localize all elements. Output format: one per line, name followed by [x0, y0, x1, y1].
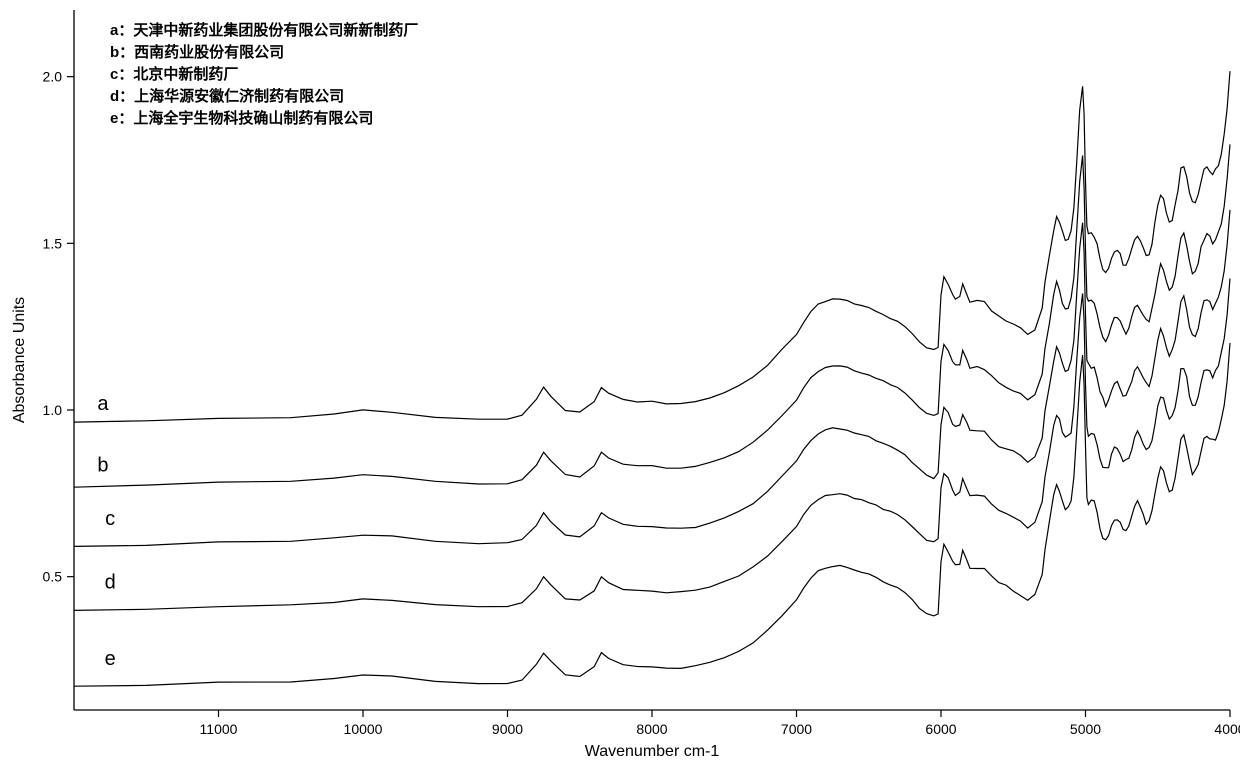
spectrum-series-d — [74, 279, 1230, 611]
svg-text:6000: 6000 — [925, 721, 956, 737]
svg-text:2.0: 2.0 — [43, 69, 63, 85]
x-axis-label: Wavenumber cm-1 — [585, 743, 720, 760]
series-label-c: c — [105, 508, 115, 530]
y-axis-label: Absorbance Units — [11, 297, 28, 423]
svg-text:5000: 5000 — [1070, 721, 1101, 737]
spectrum-series-e — [74, 343, 1230, 686]
svg-text:4000: 4000 — [1214, 721, 1240, 737]
series-label-b: b — [97, 455, 108, 477]
svg-text:1.5: 1.5 — [43, 235, 63, 251]
spectrum-series-b — [74, 144, 1230, 487]
chart-svg: 11000 10000 9000 8000 7000 6000 5000 4000 Wavenu… — [0, 0, 1240, 761]
svg-text:10000: 10000 — [344, 721, 383, 737]
legend-item-d: d：上海华源安徽仁济制药有限公司 — [110, 87, 344, 105]
legend-item-c: c：北京中新制药厂 — [110, 65, 238, 83]
svg-text:9000: 9000 — [492, 721, 523, 737]
spectrum-chart: 11000 10000 9000 8000 7000 6000 5000 4000 Wavenu… — [0, 0, 1240, 761]
svg-text:1.0: 1.0 — [43, 402, 63, 418]
legend-item-a: a：天津中新药业集团股份有限公司新新制药厂 — [110, 21, 418, 39]
svg-text:8000: 8000 — [636, 721, 667, 737]
svg-text:0.5: 0.5 — [43, 569, 63, 585]
svg-text:7000: 7000 — [781, 721, 812, 737]
legend-item-e: e：上海全宇生物科技确山制药有限公司 — [110, 109, 373, 127]
spectrum-series-c — [74, 210, 1230, 547]
series-label-a: a — [97, 393, 109, 415]
series-label-d: d — [105, 571, 116, 593]
legend-item-b: b：西南药业股份有限公司 — [110, 43, 284, 61]
series-label-e: e — [105, 648, 116, 670]
svg-text:11000: 11000 — [200, 721, 238, 737]
